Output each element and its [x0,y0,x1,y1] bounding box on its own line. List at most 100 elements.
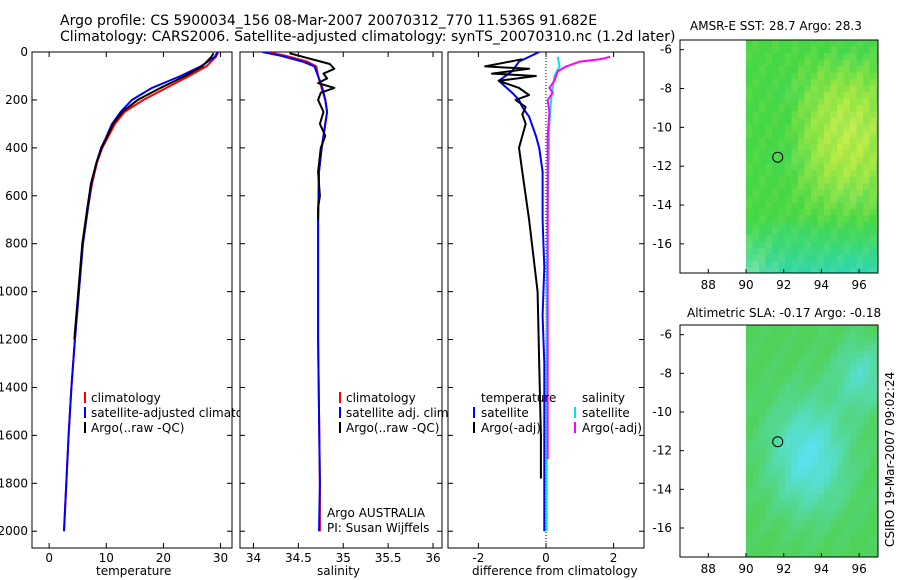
sst-map-cell [759,222,767,230]
sst-map-cell [778,105,786,113]
sla-map-cell [824,468,832,476]
sla-map-cell [850,546,858,554]
sla-map-cell [752,526,760,534]
sla-map-cell [856,390,864,398]
sla-map-cell [778,416,786,424]
sst-map-cell [811,183,819,191]
sla-map-cell [850,351,858,359]
sla-map-cell [772,448,780,456]
sst-map-cell [843,40,851,48]
sla-map-cell [850,390,858,398]
sst-map-cell [869,163,877,171]
sst-map-cell [791,72,799,80]
sst-map-cell [876,222,878,230]
sst-map-cell [850,111,858,119]
sst-map-cell [837,59,845,67]
sla-map-cell [791,520,799,528]
sla-map-cell [869,416,877,424]
sla-map-cell [830,344,838,352]
sla-map-cell [772,487,780,495]
sst-map-cell [746,261,754,269]
sst-map-cell [785,241,793,249]
sla-map-cell [863,500,871,508]
sla-map-cell [811,468,819,476]
sla-map-cell [876,500,878,508]
sst-map-cell [869,118,877,126]
sst-map-cell [869,105,877,113]
sst-map-cell [752,222,760,230]
sst-map-cell [791,105,799,113]
sst-map-xtick-label: 94 [814,278,829,292]
sla-map-cell [830,442,838,450]
sla-map-cell [785,500,793,508]
sst-map-cell [746,235,754,243]
sst-map-cell [785,183,793,191]
sst-map-cell [752,79,760,87]
difference-panel: -2 0 2 difference from climatology tempera… [447,51,645,578]
sst-map-cell [824,98,832,106]
sst-map-cell [759,248,767,256]
sla-map-cell [804,487,812,495]
sst-map-cell [876,254,878,262]
sst-map-cell [785,124,793,132]
sst-map-cell [837,157,845,165]
sla-map-cell [869,507,877,515]
sst-map-cell [843,46,851,54]
sla-map-cell [785,338,793,346]
sla-map-cell [785,416,793,424]
sst-map-cell [798,254,806,262]
sla-map-cell [856,338,864,346]
sla-map-cell [804,546,812,554]
sst-map-cell [856,98,864,106]
sst-map-cell [876,118,878,126]
sst-map-cell [772,79,780,87]
sst-map-cell [850,202,858,210]
sla-map-cell [791,494,799,502]
sla-map-cell [752,546,760,554]
sla-map-cell [804,351,812,359]
sla-map-cell [765,526,773,534]
sst-map-cell [791,196,799,204]
sst-map-cell [856,267,864,273]
sla-map-cell [856,364,864,372]
sst-map-cell [759,267,767,273]
sla-map-cell [863,468,871,476]
sla-map-cell [863,539,871,547]
sla-map-cell [863,331,871,339]
sst-map-cell [843,98,851,106]
difference-series-3 [546,55,611,460]
sla-map-cell [811,552,819,557]
sla-map-cell [837,370,845,378]
sla-map-cell [804,494,812,502]
sst-map-cell [804,209,812,217]
sst-map-cell [837,118,845,126]
sla-map-cell [876,494,878,502]
temperature-ytick-label: 1800 [0,476,28,490]
sla-map-cell [830,526,838,534]
argo-australia-label: Argo AUSTRALIA [327,506,426,520]
sla-map-cell [876,377,878,385]
sla-map-cell [746,520,754,528]
sla-map-cell [830,357,838,365]
sla-map-cell [765,390,773,398]
sla-map-cell [765,409,773,417]
sst-map-cell [752,85,760,93]
sst-map-cell [824,66,832,74]
sst-map-cell [778,66,786,74]
sst-map-cell [752,105,760,113]
sla-map-cell [811,338,819,346]
temperature-ytick-label: 1600 [0,428,28,442]
sst-map-cell [856,144,864,152]
sla-map-cell [824,338,832,346]
sst-map-cell [837,111,845,119]
sla-map-cell [765,416,773,424]
sst-map-cell [785,72,793,80]
salinity-series-2 [289,52,336,220]
sla-map-cell [863,390,871,398]
sst-map-cell [811,254,819,262]
sla-map-cell [824,429,832,437]
sla-map-cell [811,344,819,352]
sla-map-cell [804,474,812,482]
sst-map-cell [824,222,832,230]
sst-map-cell [785,202,793,210]
